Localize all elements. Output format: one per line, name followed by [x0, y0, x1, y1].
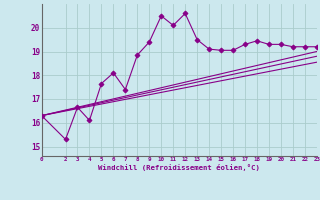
- X-axis label: Windchill (Refroidissement éolien,°C): Windchill (Refroidissement éolien,°C): [98, 164, 260, 171]
